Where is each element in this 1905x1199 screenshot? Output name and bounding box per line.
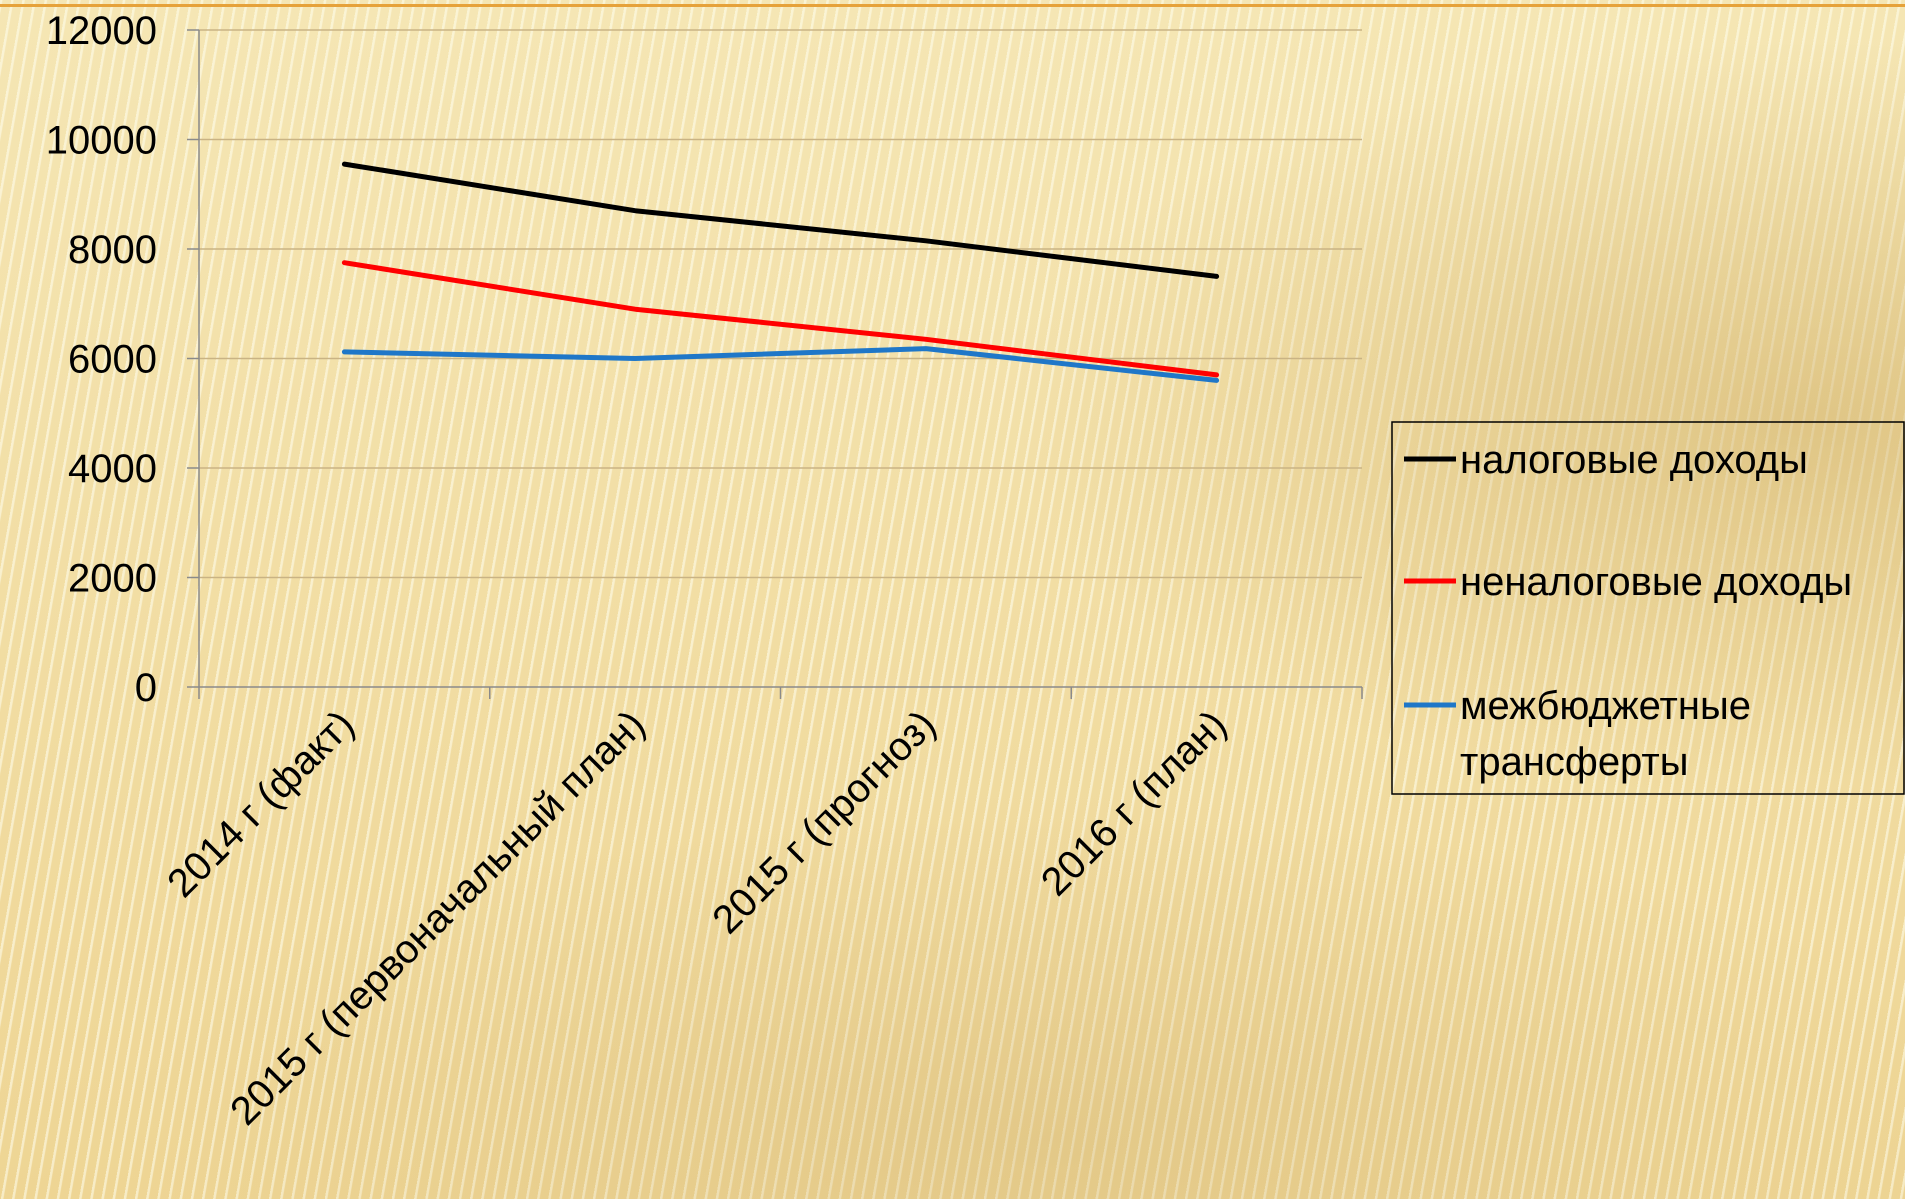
- y-tick-label: 4000: [68, 447, 157, 491]
- series-line: [341, 260, 1220, 378]
- legend-box: [1391, 421, 1905, 795]
- legend: налоговые доходы неналоговые доходы межбюд…: [1391, 421, 1905, 795]
- x-tick-label: 2015 г (прогноз): [704, 702, 944, 942]
- axes: [187, 29, 1363, 699]
- series-lines: [341, 161, 1220, 383]
- y-tick-label: 10000: [46, 119, 157, 163]
- x-tick-label: 2016 г (план): [1033, 702, 1235, 904]
- legend-label: трансферты: [1460, 740, 1689, 784]
- y-tick-label: 2000: [68, 557, 157, 601]
- legend-label: неналоговые доходы: [1460, 560, 1852, 604]
- y-axis-tick-labels: 0 2000 4000 6000 8000 10000 12000: [46, 9, 157, 710]
- series-line: [341, 346, 1220, 383]
- y-tick-label: 12000: [46, 9, 157, 53]
- y-tick-label: 0: [135, 666, 157, 710]
- legend-label: межбюджетные: [1460, 684, 1751, 728]
- y-tick-label: 6000: [68, 338, 157, 382]
- x-axis-tick-labels: 2014 г (факт)2015 г (первоначальный план…: [159, 702, 1235, 1133]
- x-tick-label: 2014 г (факт): [159, 702, 363, 906]
- gridlines: [199, 29, 1362, 579]
- top-accent-rule: [0, 4, 1905, 7]
- legend-label: налоговые доходы: [1460, 438, 1808, 482]
- series-line: [341, 161, 1220, 279]
- y-tick-label: 8000: [68, 228, 157, 272]
